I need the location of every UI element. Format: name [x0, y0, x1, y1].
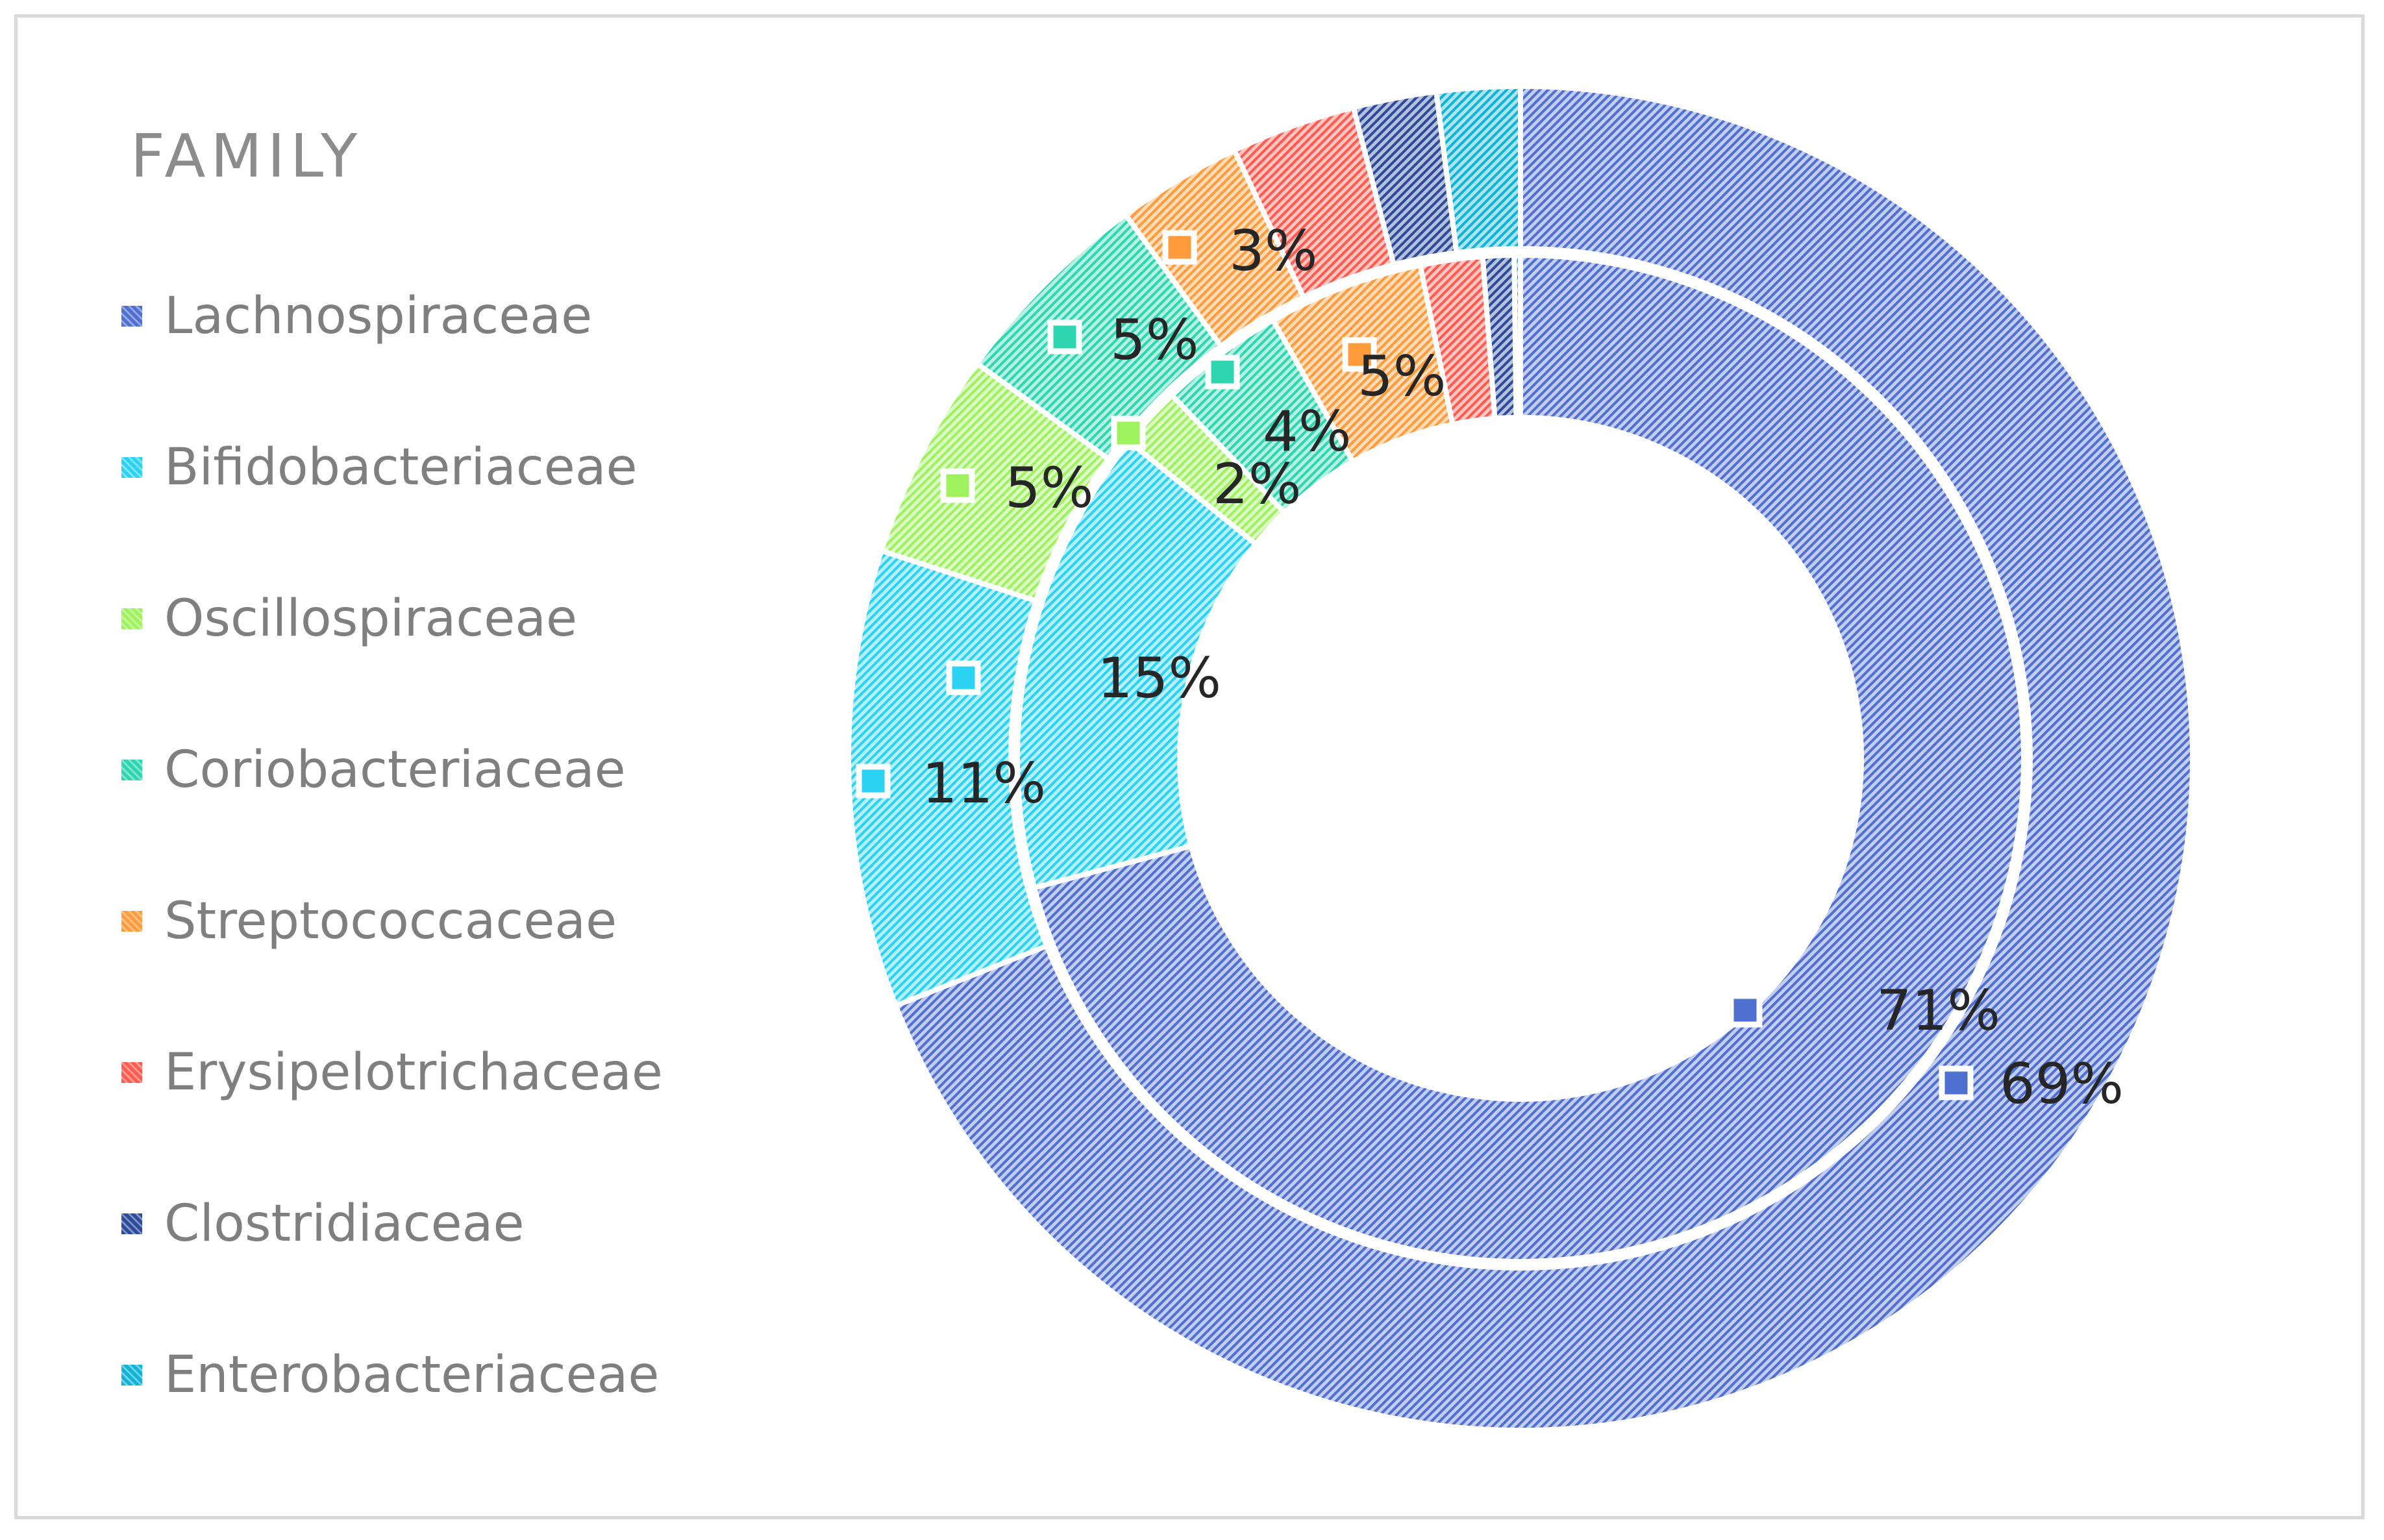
- inner-label-marker: [1728, 993, 1763, 1028]
- legend-item[interactable]: Streptococcaceae: [121, 886, 617, 957]
- inner-label-marker: [1111, 416, 1146, 451]
- legend-swatch: [121, 1365, 142, 1385]
- legend-swatch: [121, 457, 142, 478]
- legend-label: Oscillospiraceae: [164, 590, 577, 648]
- legend-item[interactable]: Enterobacteriaceae: [121, 1339, 659, 1411]
- inner-slice-enterobacteriaceae[interactable]: [1511, 252, 1523, 421]
- legend-item[interactable]: Lachnospiraceae: [121, 280, 592, 352]
- legend-label: Enterobacteriaceae: [164, 1346, 660, 1404]
- legend-item[interactable]: Clostridiaceae: [121, 1188, 524, 1260]
- inner-slice-lachnospiraceae[interactable]: [1031, 252, 2026, 1264]
- legend-swatch: [121, 1062, 142, 1083]
- legend-label: Streptococcaceae: [164, 892, 617, 950]
- legend-label: Clostridiaceae: [164, 1195, 525, 1253]
- outer-slice-lachnospiraceae[interactable]: [892, 83, 2195, 1433]
- legend-item[interactable]: Erysipelotrichaceae: [121, 1037, 663, 1108]
- legend-swatch: [121, 306, 142, 327]
- inner-data-label-bifidobacteriaceae: 15%: [1097, 646, 1221, 711]
- legend-label: Lachnospiraceae: [164, 287, 593, 345]
- inner-data-label-coriobacteriaceae: 4%: [1263, 399, 1351, 464]
- inner-label-marker: [1342, 337, 1377, 372]
- legend-title: FAMILY: [130, 121, 363, 191]
- legend-label: Erysipelotrichaceae: [164, 1043, 663, 1102]
- legend-swatch: [121, 760, 142, 780]
- outer-label-marker: [940, 468, 975, 503]
- outer-data-label-bifidobacteriaceae: 11%: [922, 751, 1046, 816]
- slices: [846, 83, 2195, 1433]
- outer-data-label-streptococcaceae: 3%: [1229, 219, 1317, 284]
- outer-data-label-oscillospiraceae: 5%: [1005, 456, 1093, 521]
- legend-label: Bifidobacteriaceae: [164, 438, 638, 497]
- inner-data-label-oscillospiraceae: 2%: [1213, 452, 1301, 517]
- inner-data-label-lachnospiraceae: 71%: [1876, 978, 2000, 1043]
- outer-label-marker: [1939, 1065, 1974, 1100]
- legend-swatch: [121, 1213, 142, 1234]
- inner-data-label-streptococcaceae: 5%: [1358, 344, 1446, 409]
- legend-swatch: [121, 608, 142, 629]
- inner-label-marker: [946, 660, 981, 695]
- outer-data-label-lachnospiraceae: 69%: [2000, 1052, 2124, 1117]
- outer-data-label-coriobacteriaceae: 5%: [1110, 308, 1198, 373]
- legend-item[interactable]: Bifidobacteriaceae: [121, 432, 638, 503]
- legend-item[interactable]: Oscillospiraceae: [121, 583, 577, 654]
- inner-label-marker: [1205, 354, 1240, 390]
- legend-label: Coriobacteriaceae: [164, 741, 626, 799]
- data-labels: 71%69%15%11%2%5%4%5%5%3%: [856, 219, 2124, 1117]
- legend-swatch: [121, 911, 142, 932]
- outer-label-marker: [1162, 230, 1197, 265]
- outer-slice-enterobacteriaceae[interactable]: [1433, 83, 1523, 256]
- legend-item[interactable]: Coriobacteriaceae: [121, 734, 626, 806]
- inner-slice-bifidobacteriaceae[interactable]: [1015, 438, 1260, 891]
- outer-label-marker: [856, 764, 891, 799]
- outer-label-marker: [1047, 319, 1082, 354]
